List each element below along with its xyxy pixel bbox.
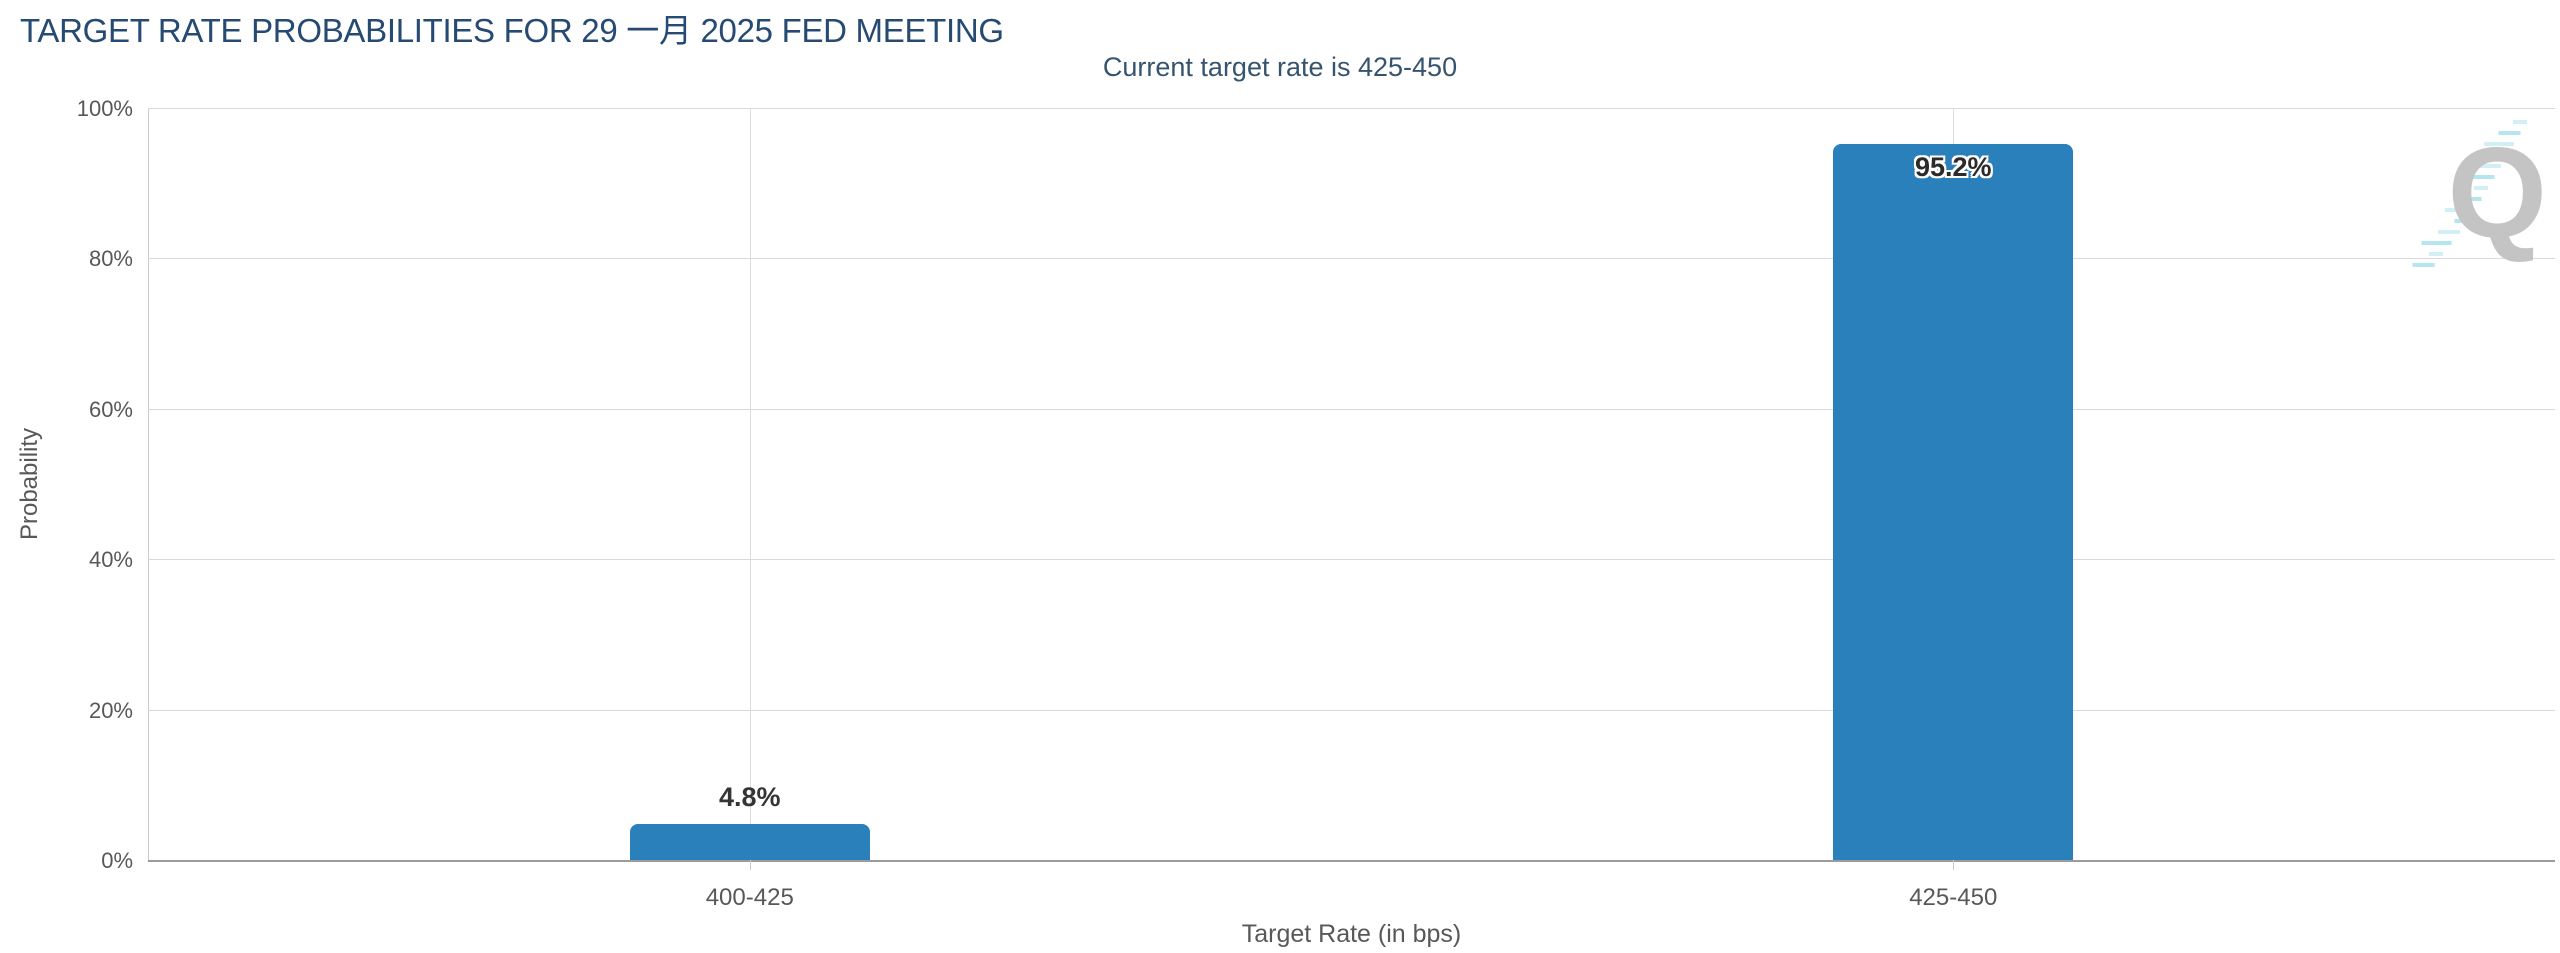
- y-tick-label: 40%: [88, 547, 133, 573]
- probability-bar: [629, 823, 870, 860]
- x-axis-tick: [1953, 860, 1955, 870]
- x-tick-label: 425-450: [1909, 884, 1998, 911]
- x-tick-label: 400-425: [705, 884, 794, 911]
- y-axis-title: Probability: [16, 427, 43, 541]
- plot-area: 4.8% 95.2%: [148, 108, 2555, 870]
- category-gridline: [749, 108, 751, 860]
- x-axis-line: [148, 860, 2555, 862]
- probability-bar: [1833, 144, 2074, 860]
- y-tick-label: 100%: [76, 96, 133, 121]
- x-axis-title: Target Rate (in bps): [1241, 920, 1462, 948]
- y-tick-label: 60%: [88, 396, 133, 422]
- y-tick-label: 80%: [88, 246, 133, 272]
- y-tick-label: 0%: [101, 848, 133, 873]
- gridline: [148, 258, 2555, 260]
- gridline: [148, 559, 2555, 561]
- chart-subtitle: Current target rate is 425-450: [1102, 52, 1458, 82]
- bar-value-label: 95.2%: [1914, 152, 1992, 183]
- y-axis-line: [148, 108, 149, 860]
- y-tick-label: 20%: [88, 697, 133, 723]
- gridline: [148, 709, 2555, 711]
- bar-value-label: 4.8%: [718, 781, 781, 812]
- gridline: [148, 108, 2555, 109]
- chart-title: TARGET RATE PROBABILITIES FOR 29 一月 2025…: [20, 12, 1004, 49]
- x-axis-tick: [749, 860, 751, 870]
- gridline: [148, 408, 2555, 410]
